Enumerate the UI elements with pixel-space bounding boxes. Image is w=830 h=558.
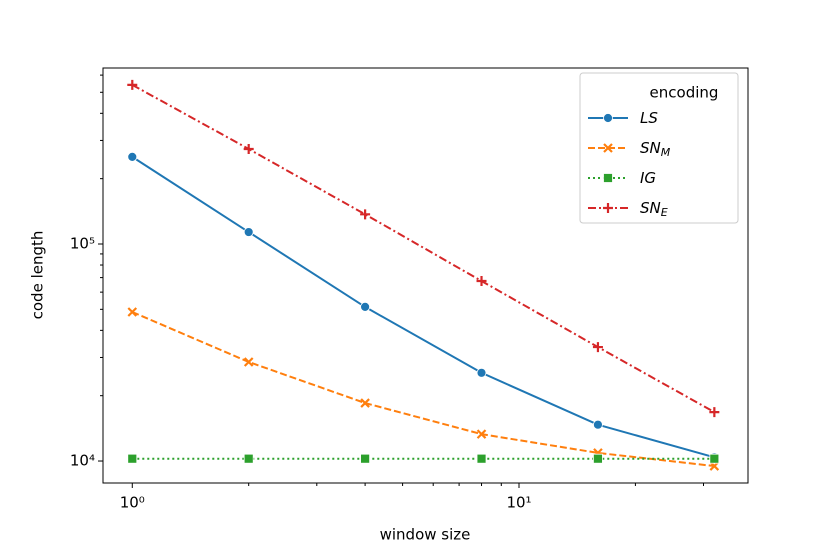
series-line bbox=[131, 156, 715, 459]
x-axis-label: window size bbox=[380, 526, 471, 544]
legend-label: LS bbox=[640, 109, 658, 127]
legend-subscript: E bbox=[661, 206, 668, 219]
legend-name: SN bbox=[640, 139, 661, 157]
marker bbox=[476, 276, 487, 287]
legend-label: SNM bbox=[640, 139, 671, 160]
marker bbox=[127, 453, 138, 464]
legend-label: IG bbox=[640, 169, 656, 187]
legend-box bbox=[579, 72, 739, 224]
legend-label: SNE bbox=[640, 199, 668, 220]
legend-title: encoding bbox=[650, 84, 719, 102]
marker bbox=[593, 419, 603, 430]
y-axis-label: code length bbox=[29, 231, 47, 320]
marker bbox=[476, 429, 487, 439]
marker bbox=[603, 173, 613, 183]
y-tick-label: 10⁴ bbox=[70, 452, 95, 470]
marker bbox=[709, 453, 720, 464]
marker bbox=[243, 143, 254, 154]
marker bbox=[360, 398, 370, 408]
marker bbox=[593, 453, 603, 464]
marker bbox=[243, 227, 254, 237]
marker bbox=[243, 357, 254, 367]
marker bbox=[476, 453, 487, 464]
plot-frame bbox=[102, 67, 749, 484]
marker bbox=[127, 151, 138, 162]
marker bbox=[476, 367, 487, 378]
x-tick-label: 10¹ bbox=[506, 494, 531, 512]
marker bbox=[360, 453, 371, 464]
legend-name: SN bbox=[640, 199, 661, 217]
marker bbox=[360, 209, 371, 220]
series-line bbox=[131, 83, 715, 413]
x-tick-label: 10⁰ bbox=[120, 494, 145, 512]
marker bbox=[603, 203, 613, 213]
marker bbox=[360, 302, 371, 312]
marker bbox=[709, 407, 720, 418]
legend-subscript: M bbox=[661, 146, 671, 159]
marker bbox=[243, 453, 254, 464]
y-tick-label: 10⁵ bbox=[70, 234, 95, 252]
series-line bbox=[131, 311, 715, 468]
legend-name: IG bbox=[640, 169, 656, 187]
marker bbox=[127, 79, 138, 90]
marker bbox=[592, 342, 603, 353]
marker bbox=[603, 143, 613, 153]
legend-name: LS bbox=[640, 109, 658, 127]
marker bbox=[127, 307, 138, 317]
marker bbox=[603, 113, 613, 123]
